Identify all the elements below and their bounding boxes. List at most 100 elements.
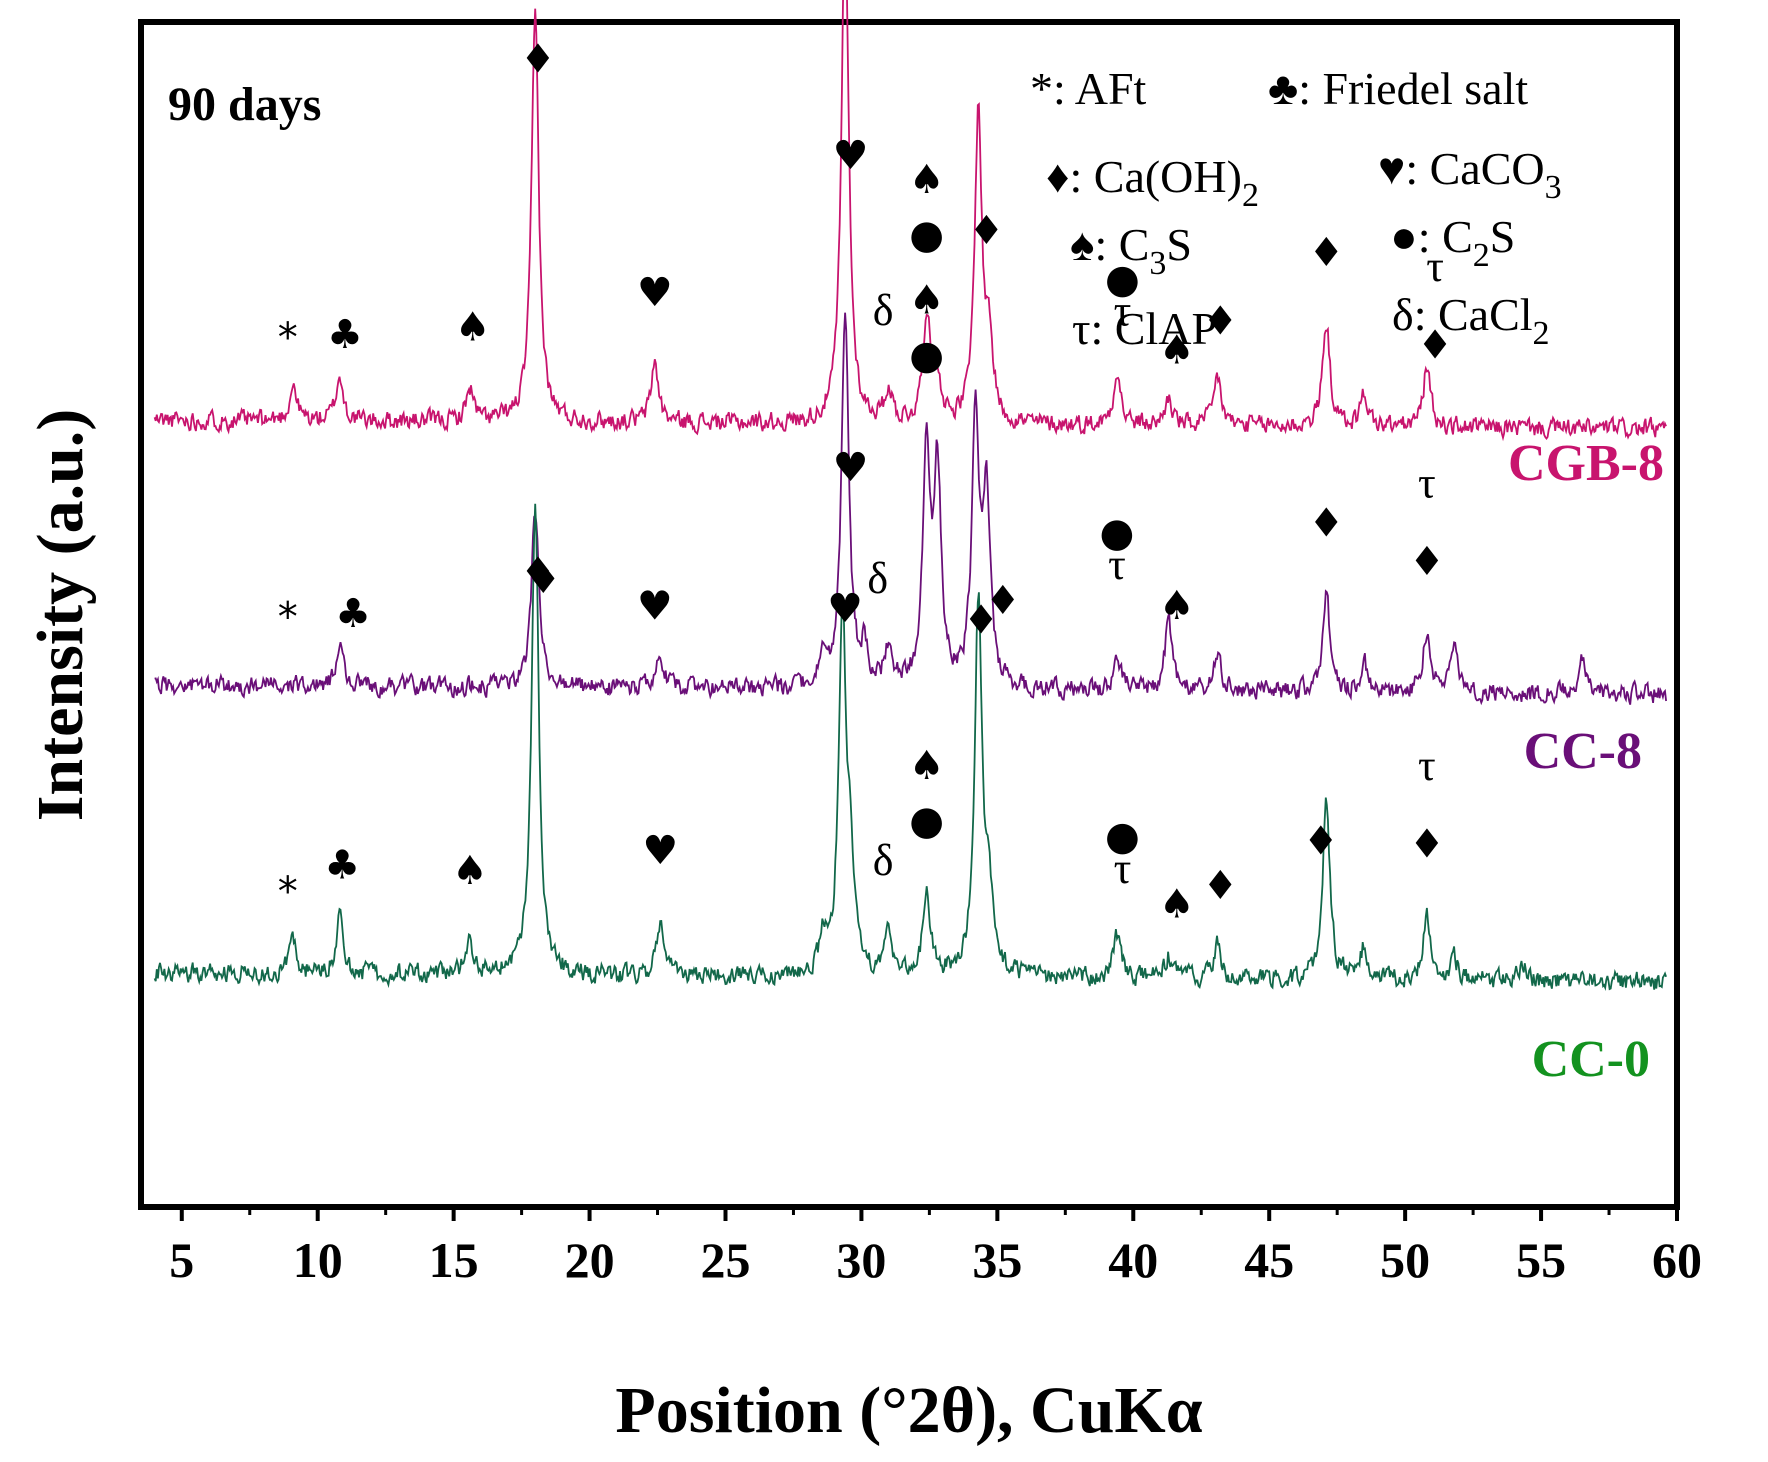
- legend-subscript: 3: [1149, 245, 1166, 282]
- legend-entry: ♥: CaCO3: [1378, 143, 1562, 206]
- phase-marker: ♦: [985, 578, 1021, 624]
- phase-marker: τ: [1108, 540, 1126, 589]
- legend-text: : C: [1094, 219, 1149, 270]
- phase-marker: *: [278, 869, 298, 915]
- panel-title: 90 days: [168, 78, 321, 131]
- phase-marker: ●: [909, 798, 944, 844]
- phase-marker: ♠: [909, 157, 945, 203]
- series-labels: CGB-8 CC-8 CC-0: [1508, 435, 1664, 1088]
- phase-marker: ♠: [909, 743, 945, 789]
- legend-symbol: δ: [1392, 289, 1414, 340]
- phase-marker: ♦: [520, 36, 556, 82]
- legend-entry: δ: CaCl2: [1392, 289, 1550, 352]
- legend-text: : C: [1418, 211, 1473, 262]
- legend-subscript: 2: [1473, 237, 1490, 274]
- phase-marker: ♣: [324, 842, 360, 888]
- phase-marker-layer: * ♣ ♠♦♥♥δ●♠♦τ●♠♦♦♦τ* ♣♦♥♥δ●♠♦τ●♠♦♦τ*♣ ♠♦♥♥δ●…: [278, 36, 1453, 927]
- phase-marker: ♦: [1409, 539, 1445, 585]
- phase-marker: τ: [1114, 287, 1132, 336]
- series-label-cc-8: CC-8: [1524, 723, 1642, 780]
- phase-marker: ●: [1105, 814, 1140, 860]
- legend-subscript: 2: [1242, 177, 1259, 214]
- phase-marker: τ: [1426, 242, 1444, 291]
- y-axis-title: Intensity (a.u.): [24, 409, 97, 822]
- legend-text: : AFt: [1053, 63, 1147, 114]
- legend-subscript: 3: [1545, 169, 1562, 206]
- legend-symbol: ♣: [1268, 63, 1298, 114]
- x-tick-label: 50: [1380, 1232, 1430, 1288]
- x-tick-label: 40: [1108, 1232, 1158, 1288]
- phase-marker: ♥: [833, 445, 869, 491]
- phase-marker: ♦: [1417, 322, 1453, 368]
- phase-marker: ♦: [1202, 298, 1238, 344]
- x-tick-label: 35: [972, 1232, 1022, 1288]
- phase-marker: ♦: [520, 549, 556, 595]
- legend-text: : Ca(OH): [1069, 151, 1241, 202]
- phase-marker: ♦: [963, 598, 999, 644]
- x-tick-label: 10: [293, 1232, 343, 1288]
- legend-symbol: τ: [1072, 303, 1091, 354]
- x-axis-ticks: 5 10 15 20 25 30 35 40 45 50 55 60: [169, 1207, 1702, 1288]
- phase-marker: ♦: [525, 557, 561, 603]
- phase-marker: ♣: [335, 591, 371, 637]
- phase-marker: τ: [1418, 741, 1436, 790]
- phase-marker: *: [278, 594, 298, 640]
- phase-marker: ♠: [909, 277, 945, 323]
- phase-marker: ♥: [642, 828, 678, 874]
- legend-subscript: 2: [1533, 315, 1550, 352]
- legend-entry: ♦: Ca(OH)2: [1046, 151, 1259, 214]
- phase-marker: τ: [1114, 844, 1132, 893]
- legend-tail: S: [1166, 219, 1192, 270]
- x-tick-label: 55: [1516, 1232, 1566, 1288]
- phase-marker: ♦: [1202, 863, 1238, 909]
- plot-frame: [138, 19, 1680, 1210]
- legend-symbol: ♥: [1378, 143, 1405, 194]
- series-label-cc-0: CC-0: [1532, 1031, 1650, 1088]
- series-layer: [153, 0, 1667, 991]
- phase-marker: ♥: [827, 586, 863, 632]
- x-axis-title: Position (°2θ), CuKα: [615, 1374, 1202, 1447]
- phase-marker: τ: [1418, 459, 1436, 508]
- legend-symbol: ♦: [1046, 151, 1069, 202]
- phase-marker: ♦: [1308, 230, 1344, 276]
- phase-marker: ♦: [969, 208, 1005, 254]
- phase-marker: ♠: [452, 848, 488, 894]
- legend-symbol: ♠: [1070, 219, 1094, 270]
- phase-marker: δ: [867, 554, 888, 603]
- x-tick-label: 5: [169, 1232, 194, 1288]
- x-tick-label: 25: [700, 1232, 750, 1288]
- phase-marker: ♥: [637, 270, 673, 316]
- phase-marker: *: [278, 315, 298, 361]
- phase-marker: ●: [1105, 257, 1140, 303]
- phase-marker: ♥: [833, 133, 869, 179]
- x-tick-label: 60: [1652, 1232, 1702, 1288]
- phase-marker: ♥: [637, 583, 673, 629]
- phase-marker: δ: [873, 836, 894, 885]
- phase-marker: ♠: [1159, 583, 1195, 629]
- phase-marker: δ: [873, 286, 894, 335]
- legend-entry: ●: C2S: [1390, 211, 1515, 274]
- legend-entry: *: AFt: [1030, 63, 1147, 114]
- legend-entry: ♣: Friedel salt: [1268, 63, 1528, 114]
- phase-marker: ♠: [1159, 882, 1195, 928]
- legend-entry: τ: ClAP: [1072, 303, 1217, 354]
- x-tick-label: 45: [1244, 1232, 1294, 1288]
- x-tick-label: 30: [836, 1232, 886, 1288]
- phase-marker: ●: [1100, 510, 1135, 556]
- legend-symbol: *: [1030, 63, 1053, 114]
- phase-marker: ♠: [455, 305, 491, 351]
- phase-marker: ♦: [1303, 819, 1339, 865]
- phase-marker: ♣: [327, 312, 363, 358]
- series-line-cc-8: [154, 312, 1667, 706]
- series-line-cgb-8: [153, 0, 1667, 442]
- series-line-cc-0: [153, 503, 1667, 991]
- phase-marker: ●: [909, 333, 944, 379]
- phase-marker: ♦: [1308, 501, 1344, 547]
- series-label-cgb-8: CGB-8: [1508, 435, 1664, 492]
- phase-marker: ●: [909, 212, 944, 258]
- x-tick-label: 15: [429, 1232, 479, 1288]
- legend-text: : CaCl: [1414, 289, 1533, 340]
- legend-text: : CaCO: [1405, 143, 1544, 194]
- legend-entry: ♠: C3S: [1070, 219, 1192, 282]
